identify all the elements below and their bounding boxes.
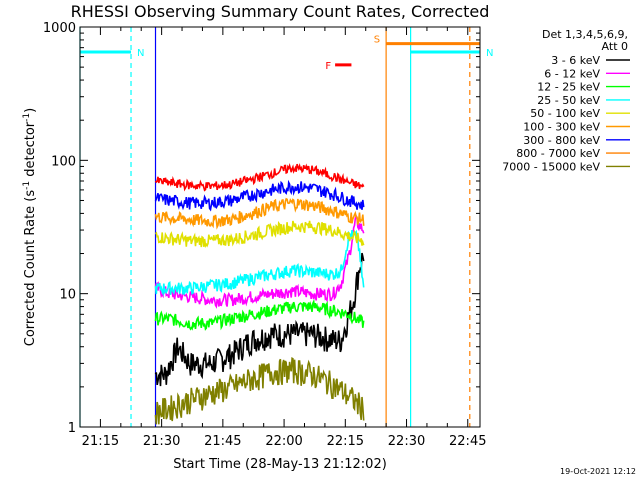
plot-area: N N S F (79, 27, 493, 427)
x-tick-label: 21:15 (82, 434, 119, 449)
y-tick-label: 1000 (43, 21, 76, 36)
chart-title: RHESSI Observing Summary Count Rates, Co… (71, 2, 490, 21)
x-tick-label: 22:15 (327, 434, 364, 449)
x-tick-label: 21:45 (204, 434, 241, 449)
legend-header: Det 1,3,4,5,6,9, (542, 28, 628, 41)
legend-header: Att 0 (602, 40, 628, 53)
y-tick-label: 1 (68, 421, 76, 436)
legend-label: 800 - 7000 keV (516, 147, 600, 160)
legend-label: 6 - 12 keV (544, 67, 600, 80)
legend-label: 50 - 100 keV (530, 107, 600, 120)
legend-label: 7000 - 15000 keV (502, 160, 600, 173)
series-line-6-12-kev (154, 214, 365, 309)
legend-label: 12 - 25 keV (537, 81, 600, 94)
series-line-25-50-kev (154, 229, 365, 297)
y-tick-label: 10 (59, 288, 76, 303)
flag-label: N (137, 48, 144, 59)
y-axis: 1 10 100 1000 (43, 21, 480, 436)
series-line-3-6-kev (154, 252, 365, 387)
legend-label: 100 - 300 keV (523, 121, 600, 134)
x-axis: 21:15 21:30 21:45 22:00 22:15 22:30 22:45 (82, 27, 486, 449)
flag-label: N (486, 48, 493, 59)
series-line-50-100-kev (154, 220, 365, 249)
legend-label: 25 - 50 keV (537, 94, 600, 107)
x-tick-label: 21:30 (143, 434, 180, 449)
series-line-7000-15000-kev (154, 357, 365, 425)
series-line-300-800-kev (154, 179, 365, 212)
legend-label: 3 - 6 keV (551, 54, 600, 67)
y-axis-label: Corrected Count Rate (s-1 detector-1) (22, 108, 38, 346)
flag-label: F (325, 61, 331, 72)
footer-stamp: 19-Oct-2021 12:12 (560, 467, 636, 476)
y-tick-label: 100 (51, 154, 76, 169)
legend-label: 300 - 800 keV (523, 134, 600, 147)
series-line-red-trace (154, 163, 365, 192)
series-line-12-25-kev (154, 298, 365, 331)
flag-label: S (374, 35, 380, 46)
x-axis-label: Start Time (28-May-13 21:12:02) (173, 457, 387, 472)
series-line-100-300-kev (154, 197, 365, 230)
plot-frame (79, 26, 481, 428)
x-tick-label: 22:00 (265, 434, 302, 449)
x-tick-label: 22:30 (388, 434, 425, 449)
x-tick-label: 22:45 (449, 434, 486, 449)
